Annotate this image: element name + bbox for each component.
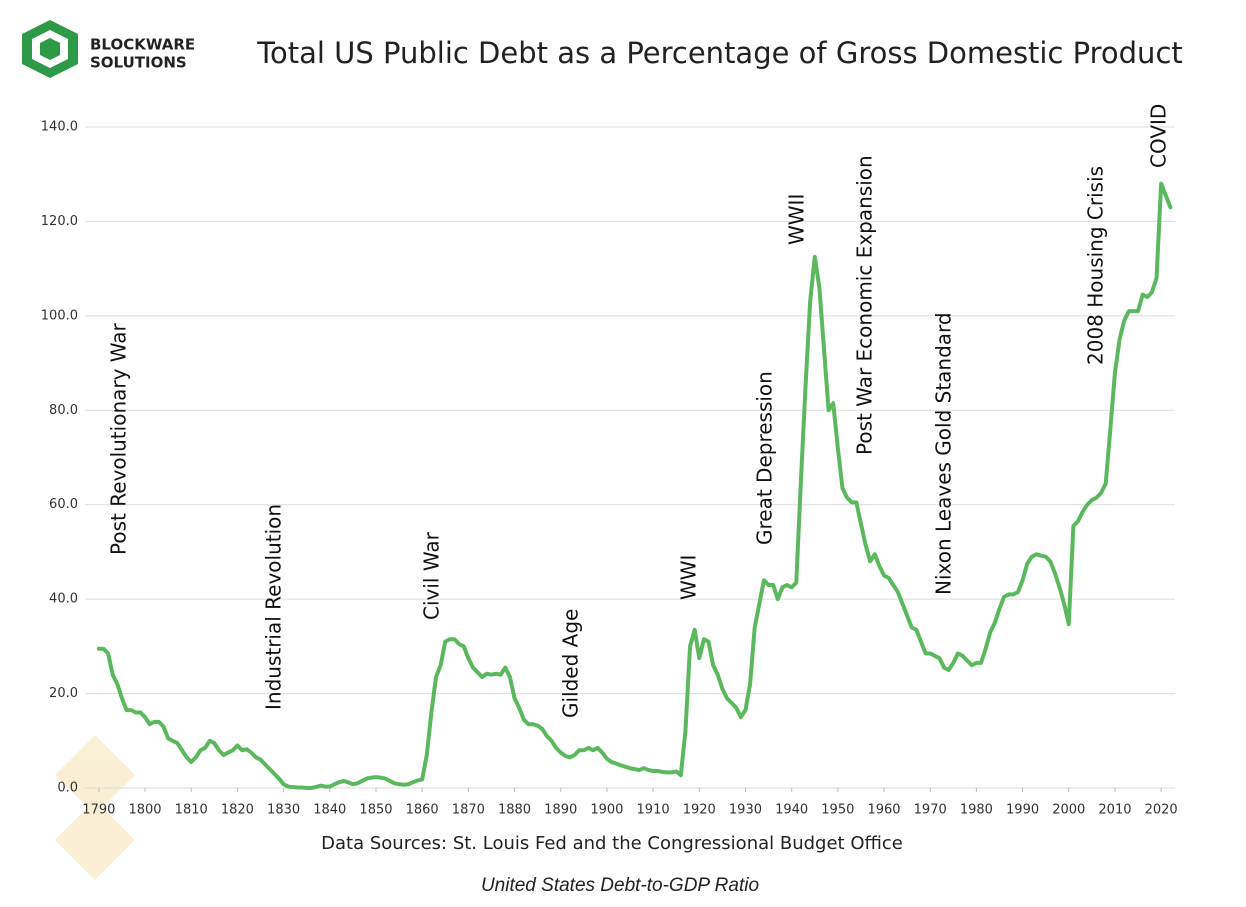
brand-line: SOLUTIONS: [90, 54, 187, 72]
y-tick-label: 60.0: [49, 497, 78, 512]
debt-line: [96, 181, 1173, 790]
source: Data Sources: St. Louis Fed and the Cong…: [321, 833, 903, 854]
annotation: COVID: [1147, 104, 1171, 168]
x-tick-label: 1930: [729, 803, 762, 818]
x-tick-label: 1820: [221, 803, 254, 818]
y-tick-label: 100.0: [41, 308, 78, 323]
x-tick-label: 1900: [590, 803, 623, 818]
x-tick-label: 1910: [637, 803, 670, 818]
annotation: Post War Economic Expansion: [853, 155, 877, 455]
watermark: [55, 735, 135, 880]
x-tick-label: 1940: [775, 803, 808, 818]
annotation: WWI: [677, 555, 701, 600]
annotation: Nixon Leaves Gold Standard: [932, 312, 956, 595]
x-tick-label: 1870: [452, 803, 485, 818]
y-tick-label: 20.0: [49, 686, 78, 701]
x-tick-label: 1860: [406, 803, 439, 818]
x-tick-label: 1810: [175, 803, 208, 818]
x-tick-label: 1880: [498, 803, 531, 818]
x-tick-label: 1990: [1006, 803, 1039, 818]
x-tick-label: 1800: [128, 803, 161, 818]
chart-title: Total US Public Debt as a Percentage of …: [256, 36, 1183, 70]
x-tick-label: 2020: [1145, 803, 1178, 818]
x-tick-label: 1950: [821, 803, 854, 818]
x-tick-label: 2010: [1098, 803, 1131, 818]
x-tick-label: 1830: [267, 803, 300, 818]
annotation: Industrial Revolution: [262, 504, 286, 710]
annotation: 2008 Housing Crisis: [1084, 166, 1108, 365]
annotation: WWII: [785, 194, 809, 245]
y-tick-label: 140.0: [41, 120, 78, 135]
annotation: Civil War: [420, 531, 444, 620]
annotation: Gilded Age: [559, 609, 583, 718]
annotation: Post Revolutionary War: [107, 322, 131, 555]
y-tick-label: 0.0: [57, 781, 78, 796]
x-tick-label: 1970: [914, 803, 947, 818]
x-tick-label: 1850: [359, 803, 392, 818]
y-tick-label: 80.0: [49, 403, 78, 418]
caption: United States Debt-to-GDP Ratio: [481, 875, 759, 896]
brand-line: BLOCKWARE: [90, 36, 195, 54]
x-tick-label: 1840: [313, 803, 346, 818]
x-tick-label: 1920: [683, 803, 716, 818]
logo: BLOCKWARE SOLUTIONS: [22, 20, 195, 78]
x-tick-label: 2000: [1052, 803, 1085, 818]
x-tick-label: 1960: [867, 803, 900, 818]
y-tick-label: 120.0: [41, 214, 78, 229]
x-tick-label: 1790: [82, 803, 115, 818]
x-tick-label: 1980: [960, 803, 993, 818]
x-tick-label: 1890: [544, 803, 577, 818]
annotation: Great Depression: [753, 371, 777, 545]
y-tick-label: 40.0: [49, 592, 78, 607]
